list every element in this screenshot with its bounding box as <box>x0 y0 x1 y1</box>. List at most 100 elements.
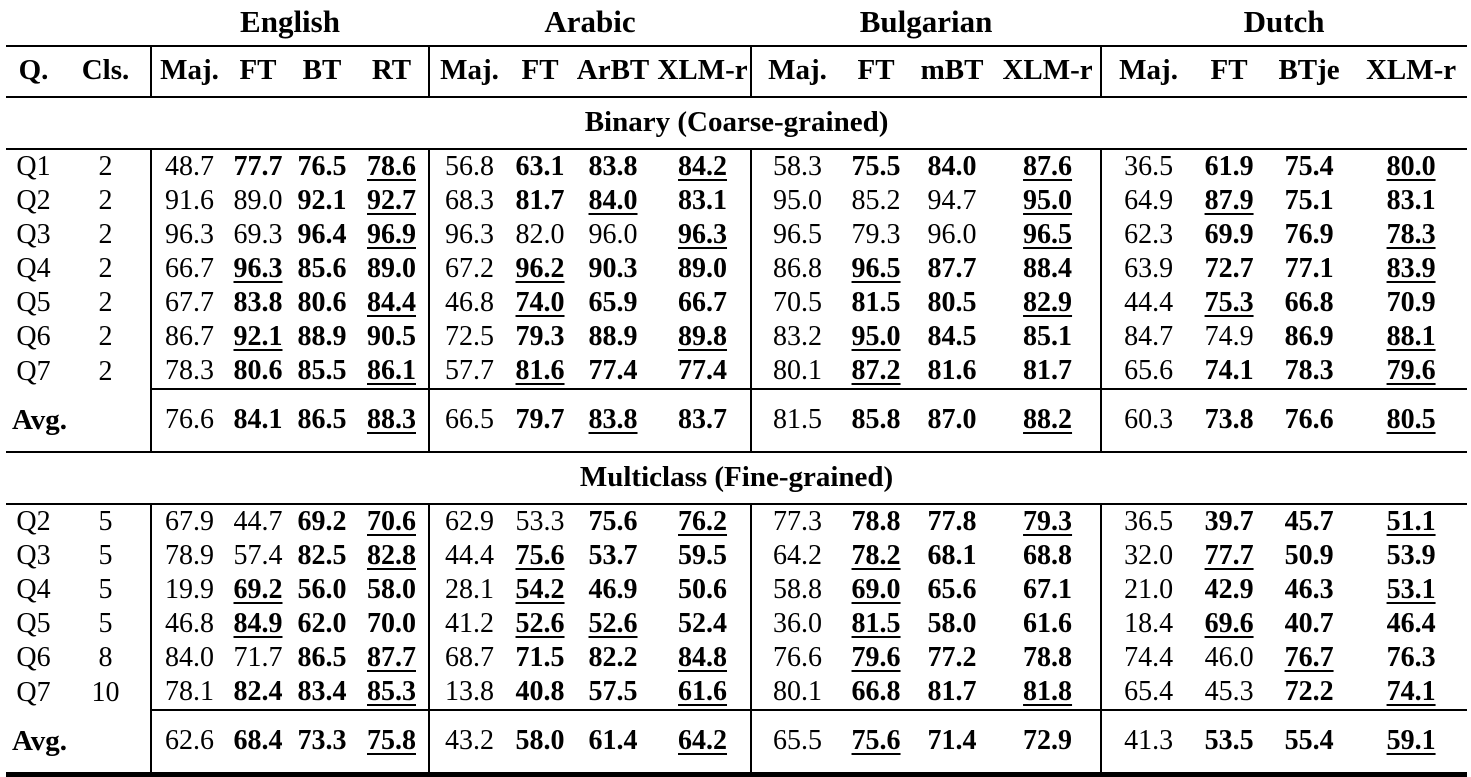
question-label: Q7 <box>16 676 51 708</box>
section-title-row: Multiclass (Fine-grained) <box>6 451 1468 505</box>
value-cell: 62.3 <box>1100 218 1196 252</box>
value-cell: 65.4 <box>1100 675 1196 710</box>
value-cell: 75.6 <box>515 540 565 571</box>
value-cell: 96.3 <box>150 218 227 252</box>
value-cell: 75.3 <box>1204 287 1254 318</box>
value-cell: 84.0 <box>588 185 638 216</box>
column-header: BT <box>289 46 355 98</box>
value-cell: 41.2 <box>428 607 510 641</box>
table-row: Q5 2 67.7 83.8 80.6 84.4 46.8 74.0 65.9 66.7 70.5 8… <box>6 286 1467 320</box>
value-cell: 87.9 <box>1204 185 1254 216</box>
value-cell: 76.5 <box>297 151 347 182</box>
value-cell: 40.7 <box>1284 608 1334 639</box>
value-cell: 68.1 <box>927 540 977 571</box>
value-cell: 85.3 <box>367 676 416 707</box>
value-cell: 69.9 <box>1204 219 1254 250</box>
value-cell: 78.1 <box>150 675 227 710</box>
value-cell: 67.7 <box>150 286 227 320</box>
value-cell: 72.9 <box>995 709 1102 775</box>
classes-count: 2 <box>98 219 113 250</box>
value-cell: 79.3 <box>851 219 901 250</box>
value-cell: 89.0 <box>678 253 728 284</box>
value-cell: 74.4 <box>1100 641 1196 675</box>
value-cell: 88.9 <box>297 321 347 352</box>
value-cell: 87.7 <box>367 642 416 673</box>
value-cell: 46.9 <box>588 574 638 605</box>
column-header: ArBT <box>571 46 656 98</box>
value-cell: 64.2 <box>750 539 844 573</box>
value-cell: 90.3 <box>588 253 638 284</box>
column-header: FT <box>843 46 910 98</box>
classes-count: 2 <box>98 253 113 284</box>
value-cell: 87.0 <box>909 388 996 452</box>
table-row: Q7 10 78.1 82.4 83.4 85.3 13.8 40.8 57.5 61.6 80.1… <box>6 675 1467 710</box>
value-cell: 79.7 <box>509 388 572 452</box>
value-cell: 74.1 <box>1204 355 1254 386</box>
value-cell: 82.2 <box>588 642 638 673</box>
value-cell: 58.0 <box>367 574 416 605</box>
value-cell: 36.0 <box>750 607 844 641</box>
value-cell: 79.6 <box>1386 355 1436 386</box>
value-cell: 76.2 <box>678 506 728 537</box>
value-cell: 89.0 <box>233 185 283 216</box>
value-cell: 89.0 <box>367 253 416 284</box>
language-header-row: English Arabic Bulgarian Dutch <box>6 4 1468 47</box>
value-cell: 79.3 <box>1023 506 1073 537</box>
question-label: Q2 <box>16 185 51 216</box>
value-cell: 87.2 <box>851 355 901 386</box>
value-cell: 66.7 <box>678 287 728 318</box>
question-label: Q7 <box>16 355 51 387</box>
value-cell: 42.9 <box>1204 574 1254 605</box>
value-cell: 89.8 <box>678 321 728 352</box>
value-cell: 70.6 <box>367 506 416 537</box>
value-cell: 54.2 <box>515 574 565 605</box>
classes-count: 5 <box>98 608 113 639</box>
classes-count: 5 <box>98 574 113 605</box>
table-row: Q1 2 48.7 77.7 76.5 78.6 56.8 63.1 83.8 84.2 58.3 7… <box>6 149 1467 184</box>
value-cell: 86.7 <box>150 320 227 354</box>
value-cell: 91.6 <box>150 184 227 218</box>
value-cell: 81.5 <box>851 608 901 639</box>
value-cell: 32.0 <box>1100 539 1196 573</box>
table-row: Q2 5 67.9 44.7 69.2 70.6 62.9 53.3 75.6 76.2 77.3 7… <box>6 504 1467 539</box>
value-cell: 65.5 <box>750 709 844 775</box>
value-cell: 83.1 <box>678 185 728 216</box>
value-cell: 96.5 <box>750 218 844 252</box>
results-table: English Arabic Bulgarian Dutch Q. Cls. Maj. FT B… <box>6 4 1468 777</box>
value-cell: 67.9 <box>150 504 227 539</box>
value-cell: 77.1 <box>1284 253 1334 284</box>
value-cell: 96.5 <box>851 253 901 284</box>
value-cell: 61.6 <box>678 676 728 707</box>
section-title: Multiclass (Fine-grained) <box>6 451 1468 505</box>
value-cell: 85.2 <box>851 185 901 216</box>
value-cell: 85.5 <box>297 355 347 386</box>
column-header: Cls. <box>61 46 151 98</box>
value-cell: 77.4 <box>678 355 728 386</box>
value-cell: 83.4 <box>297 676 347 707</box>
value-cell: 83.7 <box>655 388 752 452</box>
value-cell: 75.5 <box>851 151 901 182</box>
value-cell: 77.2 <box>927 642 977 673</box>
value-cell: 86.5 <box>297 642 347 673</box>
column-header: Q. <box>6 46 61 98</box>
column-header: XLM-r <box>655 46 752 98</box>
value-cell: 72.7 <box>1204 253 1254 284</box>
value-cell: 84.0 <box>150 641 227 675</box>
value-cell: 83.2 <box>750 320 844 354</box>
value-cell: 62.9 <box>428 504 510 539</box>
value-cell: 90.5 <box>367 321 416 352</box>
column-header: XLM-r <box>995 46 1102 98</box>
value-cell: 41.3 <box>1100 709 1196 775</box>
average-row: Avg. 76.6 84.1 86.5 88.3 66.5 79.7 83.8 83.7 81.5… <box>6 388 1468 452</box>
value-cell: 64.2 <box>655 709 752 775</box>
value-cell: 62.6 <box>150 709 227 775</box>
average-row: Avg. 62.6 68.4 73.3 75.8 43.2 58.0 61.4 64.2 65.5… <box>6 709 1468 775</box>
value-cell: 80.0 <box>1386 151 1436 182</box>
group-header-dutch: Dutch <box>1101 4 1468 47</box>
classes-count: 5 <box>98 540 113 571</box>
value-cell: 63.1 <box>515 151 565 182</box>
value-cell: 67.2 <box>428 252 510 286</box>
value-cell: 85.6 <box>297 253 347 284</box>
value-cell: 79.3 <box>515 321 565 352</box>
value-cell: 76.6 <box>1263 388 1356 452</box>
